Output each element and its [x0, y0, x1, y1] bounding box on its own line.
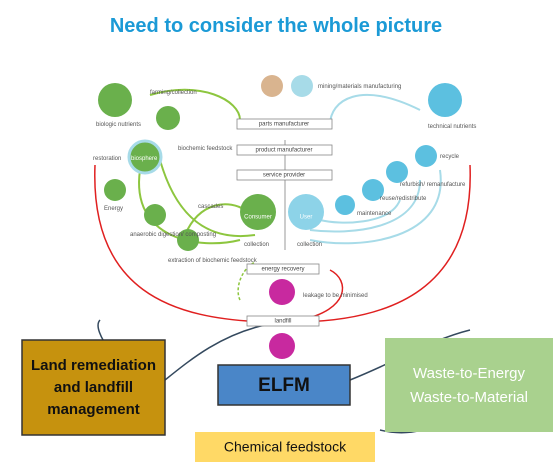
label: Energy	[104, 206, 123, 212]
label: biochemic feedstock	[178, 146, 233, 152]
label: technical nutrients	[428, 124, 476, 130]
label: farming/collection	[150, 90, 197, 96]
label: reuse/redistribute	[380, 196, 427, 202]
label: User	[300, 215, 313, 221]
wtm-label: Waste-to-Material	[410, 389, 528, 406]
slide: Need to consider the whole picture	[0, 0, 553, 467]
label: refurbish/ remanufacture	[400, 182, 466, 188]
land-label: Land remediation and landfill management	[22, 340, 165, 435]
label: leakage to be minimised	[303, 293, 368, 299]
page: Need to consider the whole picture	[0, 0, 553, 472]
label: mining/materials manufacturing	[318, 84, 401, 90]
label: biosphere	[131, 156, 158, 162]
label: service provider	[263, 173, 305, 179]
label: anaerobic digestion/ composting	[130, 232, 216, 238]
label: Consumer	[244, 215, 272, 221]
wte-label: Waste-to-Energy	[413, 365, 525, 382]
chemical-label: Chemical feedstock	[224, 439, 347, 455]
title: Need to consider the whole picture	[110, 15, 442, 37]
label: maintenance	[357, 211, 392, 217]
label: biologic nutrients	[96, 122, 141, 128]
label: energy recovery	[261, 267, 304, 273]
label: product manufacturer	[255, 148, 312, 154]
label: restoration	[93, 156, 121, 162]
label: parts manufacturer	[259, 122, 309, 128]
label: extraction of biochemic feedstock	[168, 258, 258, 264]
waste-box	[385, 338, 553, 432]
label: cascades	[198, 204, 223, 210]
label: landfill	[274, 319, 291, 325]
label: recycle	[440, 154, 460, 160]
label: collection	[297, 242, 322, 248]
label: collection	[244, 242, 269, 248]
land-box-text: Land remediation and landfill management	[22, 340, 165, 435]
elfm-label: ELFM	[258, 375, 310, 396]
